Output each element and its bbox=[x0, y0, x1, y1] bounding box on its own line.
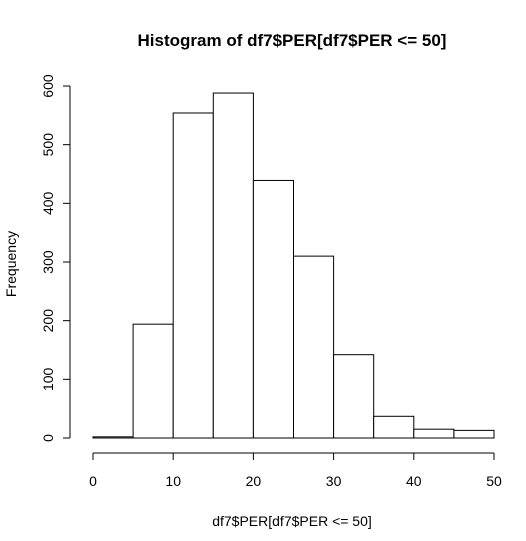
x-tick-label: 10 bbox=[165, 473, 181, 489]
bar bbox=[373, 415, 415, 439]
bar bbox=[252, 179, 294, 439]
x-tick-label: 50 bbox=[486, 473, 502, 489]
chart-title: Histogram of df7$PER[df7$PER <= 50] bbox=[138, 31, 447, 50]
x-axis-label: df7$PER[df7$PER <= 50] bbox=[212, 513, 372, 529]
x-tick-label: 0 bbox=[89, 473, 97, 489]
x-tick-label: 40 bbox=[406, 473, 422, 489]
x-tick-label: 30 bbox=[326, 473, 342, 489]
y-axis-label: Frequency bbox=[3, 231, 19, 297]
bar bbox=[413, 428, 455, 439]
bar bbox=[453, 429, 495, 439]
x-tick-label: 20 bbox=[246, 473, 262, 489]
y-tick-label: 400 bbox=[40, 191, 56, 215]
bar bbox=[132, 323, 174, 439]
bar bbox=[172, 112, 214, 439]
bar bbox=[293, 255, 335, 439]
y-tick-label: 100 bbox=[40, 367, 56, 391]
bar bbox=[212, 92, 254, 439]
bar bbox=[92, 436, 134, 439]
bar bbox=[333, 354, 375, 439]
y-tick-label: 500 bbox=[40, 133, 56, 157]
y-tick-label: 300 bbox=[40, 250, 56, 274]
y-tick-label: 200 bbox=[40, 309, 56, 333]
y-tick-label: 600 bbox=[40, 74, 56, 98]
y-tick-label: 0 bbox=[40, 434, 56, 442]
